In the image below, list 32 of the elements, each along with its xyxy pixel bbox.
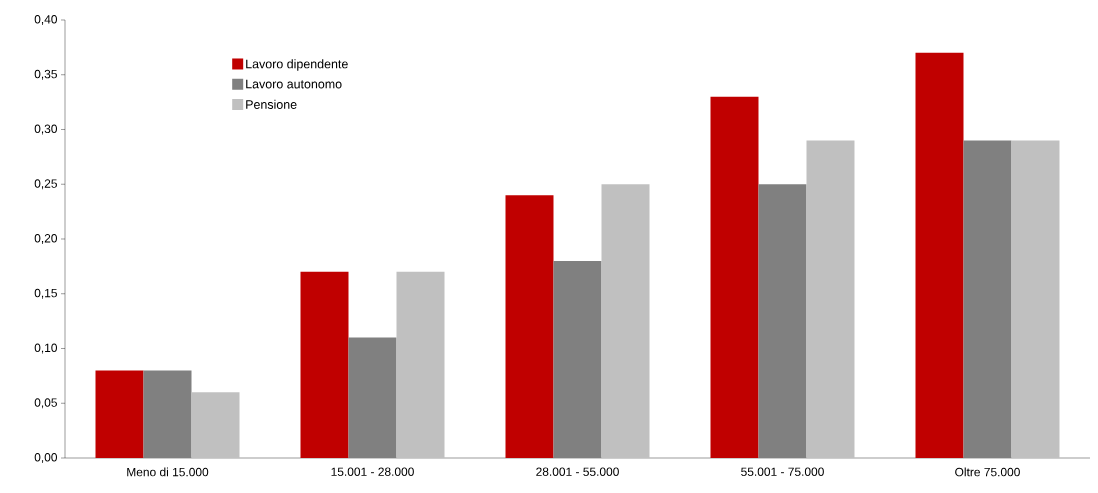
bar [1011, 140, 1060, 458]
y-tick-label: 0,30 [34, 124, 58, 135]
x-tick-label: 55.001 - 75.000 [741, 467, 824, 476]
bar [95, 370, 144, 458]
legend-label: Pensione [246, 99, 297, 109]
bar [806, 140, 855, 458]
bar [915, 52, 964, 458]
y-tick-label: 0,25 [34, 179, 57, 190]
x-tick-label: 15.001 - 28.000 [331, 467, 414, 476]
bar [396, 271, 445, 458]
legend-label: Lavoro dipendente [246, 59, 348, 71]
y-tick-label: 0,35 [34, 69, 57, 80]
bar [505, 195, 554, 458]
bar [963, 140, 1012, 458]
x-tick-label: Oltre 75.000 [955, 467, 1020, 477]
y-tick-label: 0,00 [34, 453, 58, 463]
bar [143, 370, 192, 458]
x-tick-label: Meno di 15.000 [127, 467, 209, 477]
x-tick-label: 28.001 - 55.000 [536, 467, 619, 476]
y-tick-label: 0,10 [34, 343, 58, 354]
legend-label: Lavoro autonomo [246, 79, 342, 89]
bar [710, 96, 759, 458]
bar [553, 260, 602, 458]
bar [300, 271, 349, 458]
y-tick-label: 0,05 [34, 398, 57, 409]
y-tick-label: 0,40 [34, 15, 58, 25]
bar [191, 392, 240, 458]
y-tick-label: 0,15 [34, 288, 57, 299]
bar [601, 184, 650, 458]
y-tick-label: 0,20 [34, 234, 58, 244]
bar [348, 337, 397, 458]
bar [758, 184, 807, 458]
